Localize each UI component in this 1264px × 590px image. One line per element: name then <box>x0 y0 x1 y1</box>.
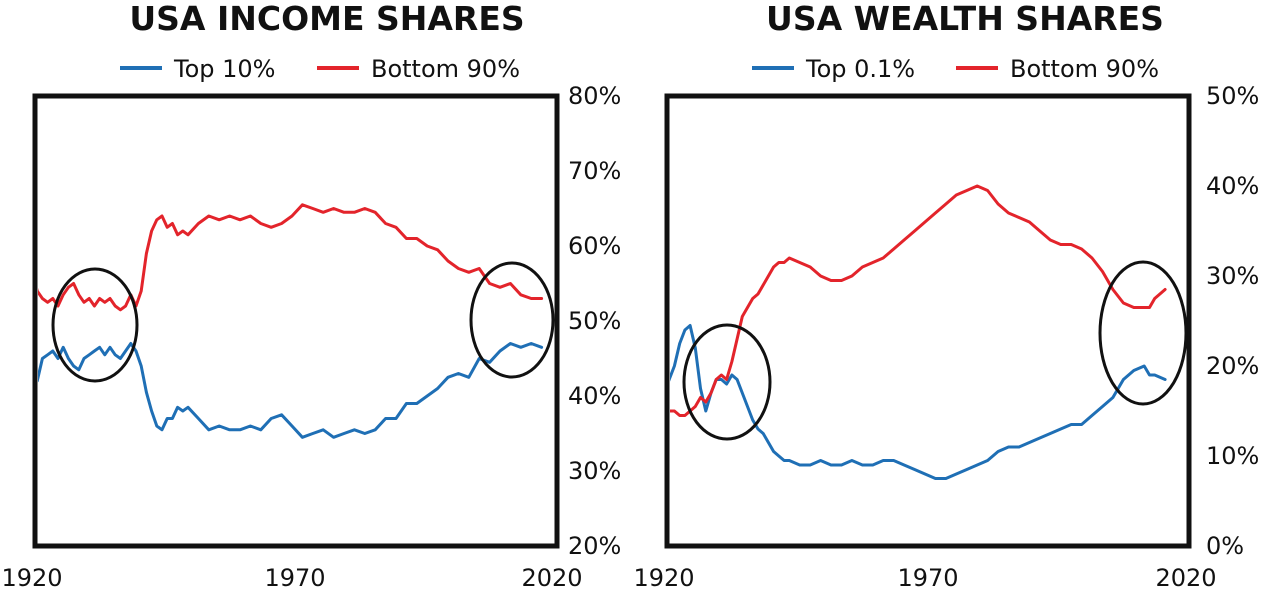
income-legend-top10-label: Top 10% <box>173 55 275 83</box>
income-plot-frame <box>32 93 560 549</box>
income-highlight-circle-recent <box>469 261 555 379</box>
wealth-x-tick-1970: 1970 <box>897 564 958 590</box>
income-y-tick-80: 80% <box>568 82 621 110</box>
wealth-y-tick-0: 0% <box>1206 532 1244 560</box>
wealth-y-tick-30: 30% <box>1206 262 1259 290</box>
income-chart: USA INCOME SHARES Top 10% Bottom 90% 80%… <box>1 0 621 590</box>
wealth-series-bottom-90-line <box>670 184 1167 417</box>
wealth-legend-top01-label: Top 0.1% <box>805 55 915 83</box>
income-series-top-10-line <box>38 342 544 439</box>
income-legend: Top 10% Bottom 90% <box>120 55 520 83</box>
income-series-bottom-90-line <box>38 203 544 312</box>
wealth-y-tick-50: 50% <box>1206 82 1259 110</box>
income-x-tick-1920: 1920 <box>1 564 62 590</box>
income-x-tick-2020: 2020 <box>521 564 582 590</box>
wealth-y-axis: 50% 40% 30% 20% 10% 0% <box>1206 82 1259 560</box>
wealth-series-group <box>670 184 1167 480</box>
income-x-axis: 1920 1970 2020 <box>1 564 582 590</box>
income-y-tick-50: 50% <box>568 307 621 335</box>
wealth-y-tick-10: 10% <box>1206 442 1259 470</box>
wealth-x-tick-2020: 2020 <box>1155 564 1216 590</box>
wealth-chart-title: USA WEALTH SHARES <box>766 0 1164 38</box>
income-x-tick-1970: 1970 <box>264 564 325 590</box>
income-highlight-circle-early <box>51 267 139 383</box>
income-y-tick-70: 70% <box>568 157 621 185</box>
income-y-tick-30: 30% <box>568 457 621 485</box>
wealth-y-tick-20: 20% <box>1206 352 1259 380</box>
income-y-tick-20: 20% <box>568 532 621 560</box>
wealth-highlight-circle-early <box>682 323 772 441</box>
wealth-series-top-0-1-line <box>670 324 1167 480</box>
wealth-x-tick-1920: 1920 <box>633 564 694 590</box>
income-y-axis: 80% 70% 60% 50% 40% 30% 20% <box>568 82 621 560</box>
income-series-group <box>38 203 544 439</box>
income-y-tick-40: 40% <box>568 382 621 410</box>
wealth-plot-frame <box>664 93 1192 549</box>
wealth-y-tick-40: 40% <box>1206 172 1259 200</box>
income-chart-title: USA INCOME SHARES <box>129 0 524 38</box>
income-legend-bottom90-label: Bottom 90% <box>371 55 520 83</box>
wealth-chart: USA WEALTH SHARES Top 0.1% Bottom 90% 50… <box>633 0 1259 590</box>
income-y-tick-60: 60% <box>568 232 621 260</box>
wealth-legend: Top 0.1% Bottom 90% <box>752 55 1159 83</box>
wealth-x-axis: 1920 1970 2020 <box>633 564 1216 590</box>
wealth-highlight-circle-recent <box>1098 260 1188 406</box>
wealth-legend-bottom90-label: Bottom 90% <box>1010 55 1159 83</box>
